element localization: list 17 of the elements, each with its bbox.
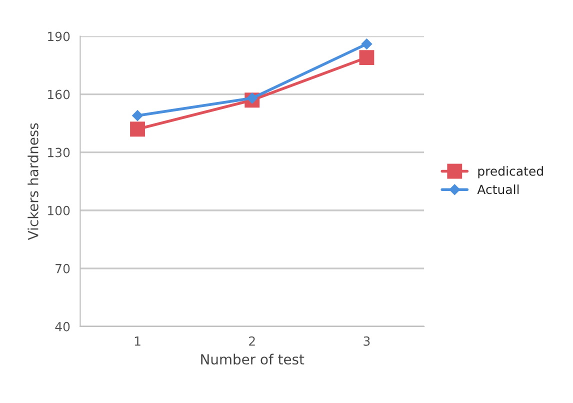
y-tick-label: 190 (48, 32, 70, 42)
point (359, 50, 374, 66)
y-tick-label: 100 (48, 206, 70, 216)
legend-label: Actuall (477, 184, 519, 194)
y-tick-label: 130 (48, 148, 70, 158)
x-axis-title: Number of test (201, 354, 304, 365)
legend-label: predicated (478, 166, 543, 178)
y-axis-title: Vickers hardness (28, 123, 38, 240)
y-tick-label: 70 (56, 264, 70, 274)
x-tick-label: 1 (134, 336, 140, 346)
x-tick-label: 2 (249, 336, 255, 346)
y-tick-label: 40 (55, 322, 70, 332)
point (130, 122, 145, 137)
point (361, 38, 372, 50)
y-tick-label: 160 (48, 90, 70, 100)
point (132, 110, 143, 122)
x-tick-label: 3 (364, 336, 370, 346)
